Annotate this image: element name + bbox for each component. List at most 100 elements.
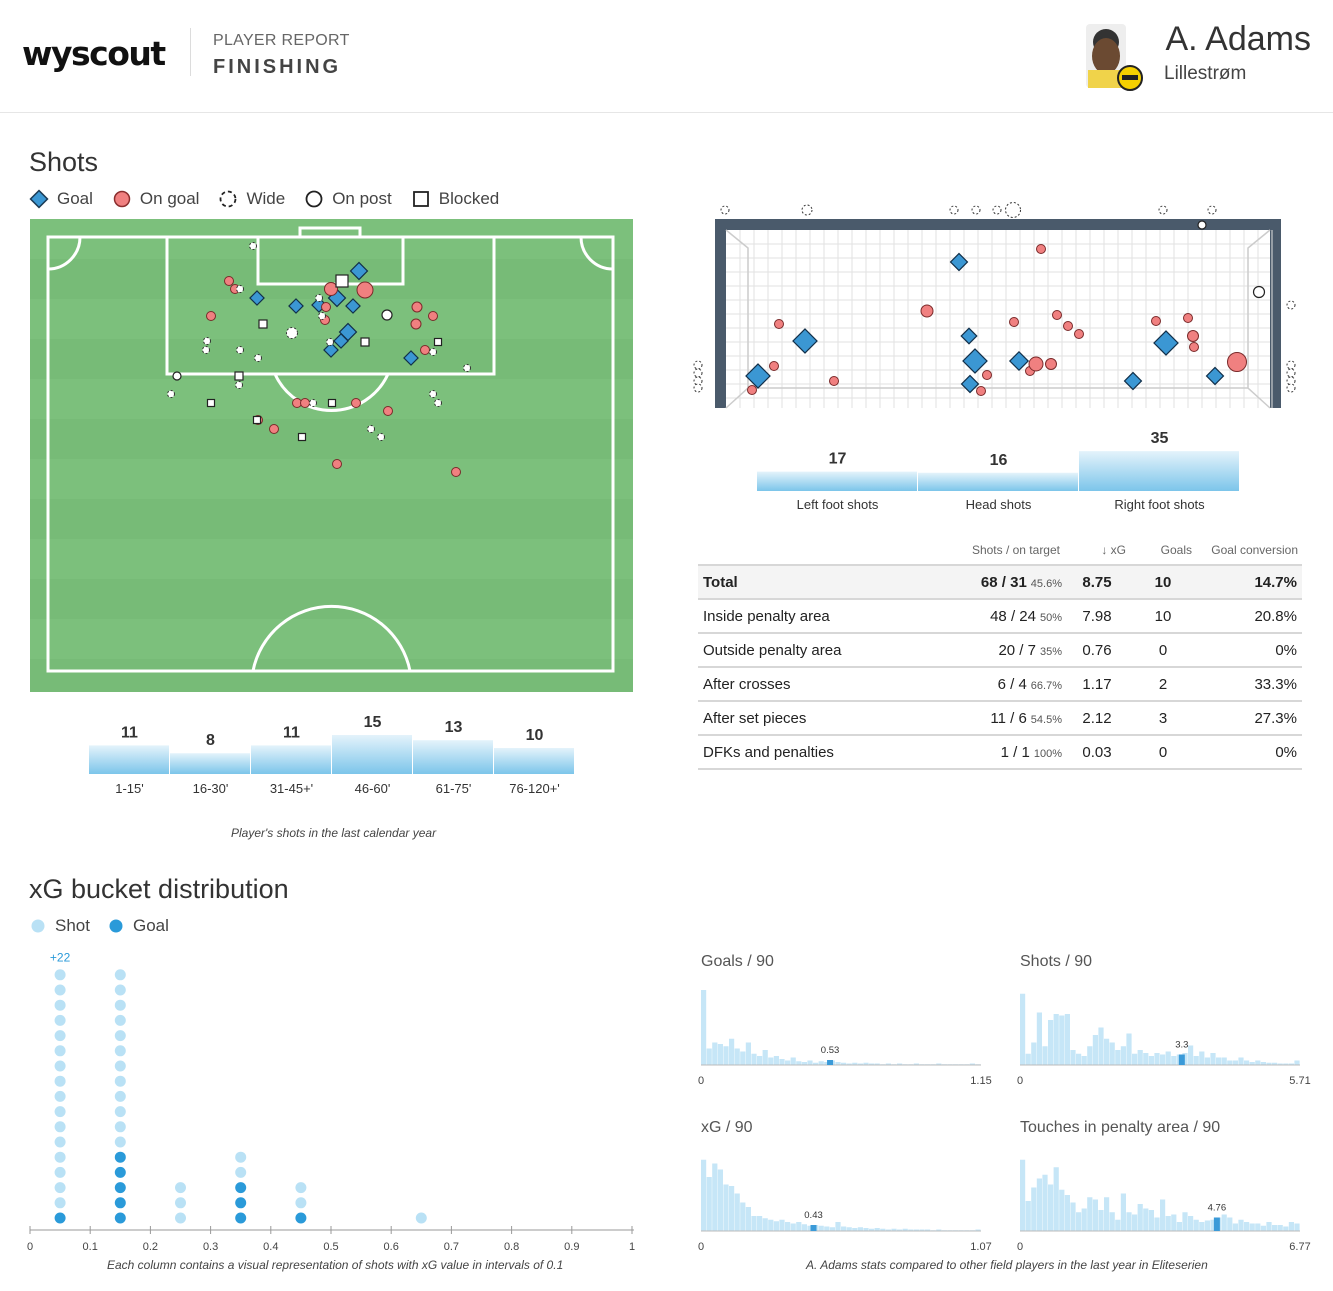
shot-marker-goal[interactable] <box>288 298 304 314</box>
bar[interactable] <box>494 748 574 774</box>
shot-marker-wide[interactable] <box>315 294 323 302</box>
shot-marker-wide[interactable] <box>429 348 437 356</box>
shot-marker-wide[interactable] <box>949 205 959 215</box>
shot-marker-goal[interactable] <box>345 298 361 314</box>
shot-marker-ongoal[interactable] <box>383 406 393 416</box>
bar[interactable] <box>89 745 169 774</box>
shot-marker-ongoal[interactable] <box>1151 316 1161 326</box>
bar[interactable] <box>251 745 331 774</box>
shot-dot[interactable] <box>114 969 126 981</box>
shot-marker-ongoal[interactable] <box>1045 358 1057 370</box>
shot-dot[interactable] <box>54 1182 66 1194</box>
shot-marker-ongoal[interactable] <box>410 318 422 330</box>
shot-marker-goal[interactable] <box>962 348 988 374</box>
bar[interactable] <box>332 735 412 774</box>
shot-marker-ongoal[interactable] <box>1074 329 1084 339</box>
shot-marker-blocked[interactable] <box>433 337 443 347</box>
shot-marker-wide[interactable] <box>367 425 375 433</box>
shot-marker-ongoal[interactable] <box>1063 321 1073 331</box>
shot-marker-ongoal[interactable] <box>206 311 216 321</box>
goal-dot[interactable] <box>114 1151 126 1163</box>
goal-dot[interactable] <box>114 1182 126 1194</box>
shot-marker-blocked[interactable] <box>327 398 337 408</box>
shot-marker-ongoal[interactable] <box>269 424 279 434</box>
shot-marker-ongoal[interactable] <box>1036 244 1046 254</box>
shot-marker-blocked[interactable] <box>252 415 262 425</box>
shot-marker-ongoal[interactable] <box>321 302 331 312</box>
player-value-bar[interactable] <box>810 1225 817 1231</box>
shot-marker-ongoal[interactable] <box>1187 330 1199 342</box>
shot-marker-ongoal[interactable] <box>1189 342 1199 352</box>
shot-dot[interactable] <box>295 1197 307 1209</box>
shot-marker-ongoal[interactable] <box>224 276 234 286</box>
shot-dot[interactable] <box>54 1060 66 1072</box>
shot-marker-ongoal[interactable] <box>356 281 374 299</box>
player-value-bar[interactable] <box>1178 1054 1185 1066</box>
shot-marker-wide[interactable] <box>1286 368 1296 378</box>
shot-marker-wide[interactable] <box>309 399 317 407</box>
goal-dot[interactable] <box>114 1166 126 1178</box>
shot-marker-ongoal[interactable] <box>982 370 992 380</box>
shot-dot[interactable] <box>235 1166 247 1178</box>
shot-marker-goal[interactable] <box>333 333 349 349</box>
shot-marker-ongoal[interactable] <box>1052 310 1062 320</box>
shot-dot[interactable] <box>415 1212 427 1224</box>
shot-marker-post[interactable] <box>1197 220 1207 230</box>
shot-marker-blocked[interactable] <box>206 398 216 408</box>
player-value-bar[interactable] <box>1213 1217 1220 1232</box>
goal-dot[interactable] <box>295 1212 307 1224</box>
bar[interactable] <box>413 740 493 774</box>
goal-dot[interactable] <box>114 1212 126 1224</box>
shot-marker-ongoal[interactable] <box>1009 317 1019 327</box>
shot-dot[interactable] <box>54 1151 66 1163</box>
shot-dot[interactable] <box>175 1212 186 1224</box>
shot-marker-blocked[interactable] <box>234 371 244 381</box>
player-value-bar[interactable] <box>827 1060 834 1065</box>
shot-marker-goal[interactable] <box>1008 350 1030 372</box>
shot-marker-wide[interactable] <box>203 337 211 345</box>
shot-marker-ongoal[interactable] <box>774 319 784 329</box>
shot-marker-goal[interactable] <box>403 350 419 366</box>
shot-dot[interactable] <box>175 1182 186 1194</box>
shot-dot[interactable] <box>235 1151 247 1163</box>
shot-marker-ongoal[interactable] <box>451 467 461 477</box>
shot-marker-blocked[interactable] <box>360 337 370 347</box>
shot-dot[interactable] <box>114 1106 126 1118</box>
shot-dot[interactable] <box>54 1014 66 1026</box>
shot-dot[interactable] <box>114 984 126 996</box>
shot-dot[interactable] <box>114 1121 126 1133</box>
shot-marker-wide[interactable] <box>236 346 244 354</box>
column-header-shots[interactable]: Shots / on target <box>971 543 1060 557</box>
shot-marker-wide[interactable] <box>1207 205 1217 215</box>
bar[interactable] <box>1079 451 1239 491</box>
shot-marker-ongoal[interactable] <box>420 345 430 355</box>
shot-dot[interactable] <box>54 999 66 1011</box>
shot-marker-goal[interactable] <box>792 328 818 354</box>
shot-dot[interactable] <box>114 1014 126 1026</box>
shot-marker-goal[interactable] <box>249 290 265 306</box>
shot-dot[interactable] <box>54 1136 66 1148</box>
shot-marker-goal[interactable] <box>745 363 771 389</box>
shot-marker-wide[interactable] <box>693 383 703 393</box>
shot-marker-post[interactable] <box>172 371 182 381</box>
shot-dot[interactable] <box>114 999 126 1011</box>
shot-marker-ongoal[interactable] <box>976 386 986 396</box>
shot-dot[interactable] <box>114 1060 126 1072</box>
goal-dot[interactable] <box>235 1212 247 1224</box>
shot-dot[interactable] <box>114 1090 126 1102</box>
shot-marker-wide[interactable] <box>167 390 175 398</box>
shot-dot[interactable] <box>175 1197 186 1209</box>
shot-marker-ongoal[interactable] <box>769 361 779 371</box>
shot-dot[interactable] <box>114 1075 126 1087</box>
shot-marker-wide[interactable] <box>1286 300 1296 310</box>
shot-marker-wide[interactable] <box>720 205 730 215</box>
shot-marker-wide[interactable] <box>326 338 334 346</box>
shot-marker-wide[interactable] <box>202 346 210 354</box>
shot-marker-wide[interactable] <box>235 381 243 389</box>
shot-dot[interactable] <box>54 1197 66 1209</box>
shot-dot[interactable] <box>114 1136 126 1148</box>
shot-marker-wide[interactable] <box>1286 383 1296 393</box>
shot-marker-wide[interactable] <box>693 376 703 386</box>
column-header-conversion[interactable]: Goal conversion <box>1211 543 1298 557</box>
shot-marker-wide[interactable] <box>971 205 981 215</box>
